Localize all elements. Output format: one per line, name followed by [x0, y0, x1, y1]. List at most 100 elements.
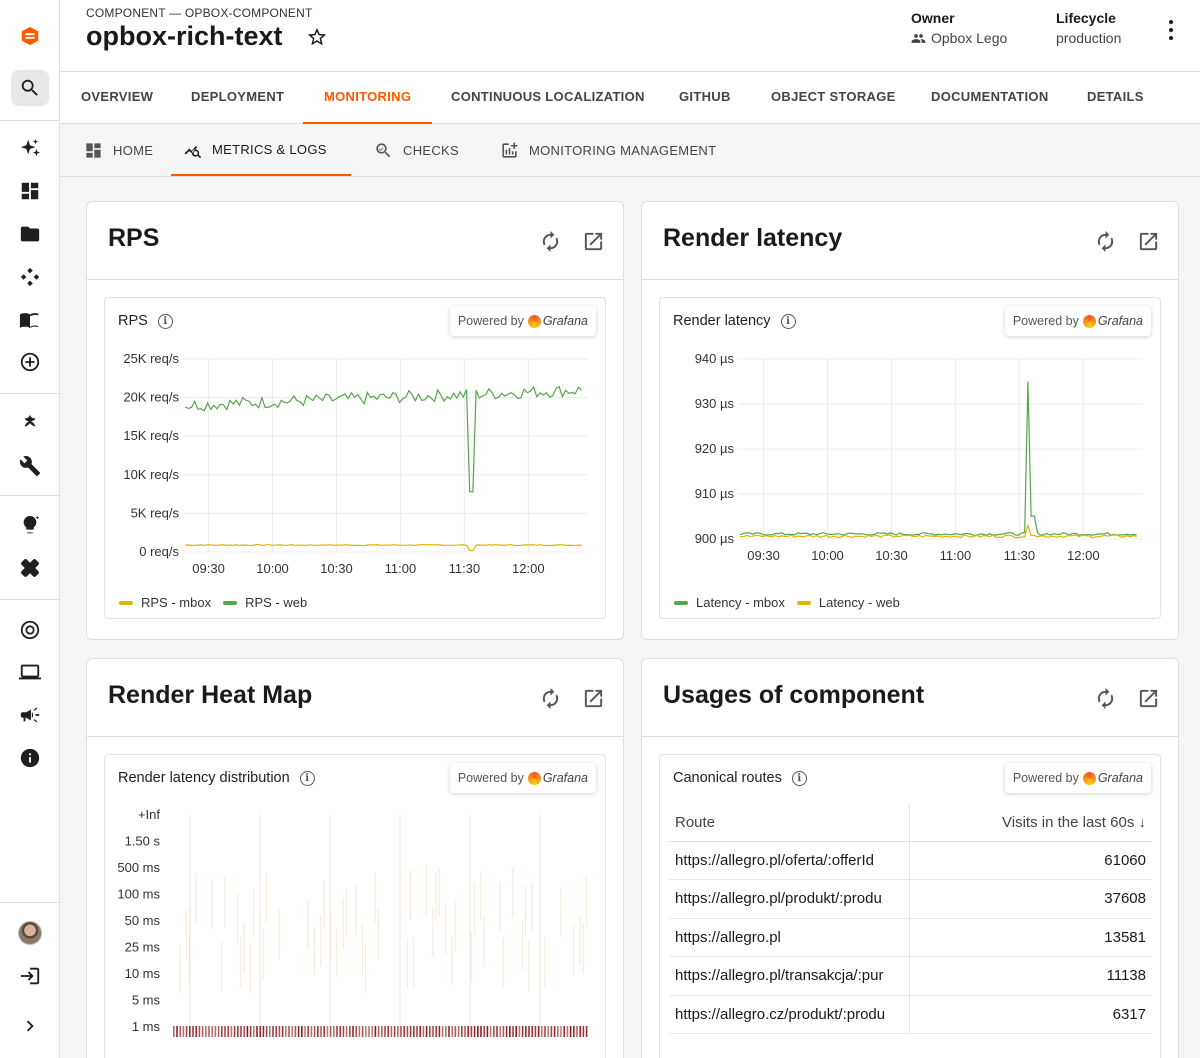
route-column-header[interactable]: Route	[669, 805, 910, 842]
heat-cell	[262, 929, 264, 980]
refresh-icon[interactable]	[1094, 687, 1117, 710]
heat-cell	[358, 1026, 361, 1037]
graph-nodes-icon[interactable]	[0, 259, 60, 295]
subtab-home[interactable]: HOME	[72, 124, 165, 176]
lightbulb-icon[interactable]	[0, 507, 60, 543]
info-icon[interactable]: i	[780, 313, 796, 329]
sign-in-icon[interactable]	[0, 958, 60, 994]
tab-details[interactable]: DETAILS	[1087, 89, 1144, 104]
at-target-icon[interactable]	[0, 612, 60, 648]
subtab-monitoring-management[interactable]: MONITORING MANAGEMENT	[488, 124, 728, 176]
table-row: https://allegro.pl/produkt/:produ 37608	[669, 879, 1152, 919]
heat-cell	[272, 1026, 274, 1037]
tab-continuous-localization[interactable]: CONTINUOUS LOCALIZATION	[451, 89, 645, 104]
heat-cell	[422, 1026, 425, 1037]
tab-github[interactable]: GITHUB	[679, 89, 731, 104]
avatar[interactable]	[0, 915, 60, 951]
heat-cell	[208, 1026, 210, 1037]
x-tick-label: 11:30	[1004, 548, 1036, 563]
heat-cell	[585, 875, 587, 926]
refresh-icon[interactable]	[539, 687, 562, 710]
dashboard-icon[interactable]	[0, 173, 60, 209]
owner-link[interactable]: Opbox Lego	[911, 30, 1007, 46]
tab-object-storage[interactable]: OBJECT STORAGE	[771, 89, 896, 104]
heat-cell	[454, 1026, 457, 1037]
powered-by-grafana[interactable]: Powered by Grafana	[449, 763, 596, 793]
heat-cell	[541, 1026, 543, 1037]
tab-monitoring[interactable]: MONITORING	[303, 72, 433, 124]
powered-by-grafana[interactable]: Powered by Grafana	[449, 306, 596, 336]
refresh-icon[interactable]	[539, 230, 562, 253]
page-title: opbox-rich-text	[86, 21, 283, 51]
y-tick-label: 20K req/s	[123, 390, 179, 405]
sparkle-icon[interactable]	[0, 130, 60, 166]
legend-item[interactable]: Latency - mbox	[674, 595, 785, 610]
heat-cell	[409, 869, 411, 920]
heat-cell	[221, 941, 223, 992]
heat-cell	[560, 886, 562, 937]
add-circle-icon[interactable]	[0, 344, 60, 380]
heat-cell	[368, 1026, 370, 1037]
heat-cell	[323, 879, 325, 930]
open-external-icon[interactable]	[1137, 687, 1160, 710]
visits-cell: 11138	[909, 956, 1152, 996]
visits-column-header[interactable]: Visits in the last 60s ↓	[909, 805, 1152, 842]
heat-cell	[496, 1026, 498, 1037]
open-external-icon[interactable]	[1137, 230, 1160, 253]
powered-by-grafana[interactable]: Powered by Grafana	[1004, 763, 1151, 793]
heat-cell	[313, 1026, 316, 1037]
heat-cell	[342, 1026, 345, 1037]
heat-cell	[502, 1026, 505, 1037]
sub-tabs: HOME METRICS & LOGS CHECKS MONITORING MA…	[60, 124, 1200, 177]
app-logo-icon[interactable]	[0, 18, 60, 54]
heat-cell	[278, 909, 280, 960]
folder-icon[interactable]	[0, 216, 60, 252]
more-menu-icon[interactable]	[1166, 20, 1176, 40]
info-icon[interactable]: i	[157, 313, 173, 329]
book-icon[interactable]	[0, 302, 60, 338]
search-icon[interactable]	[11, 70, 49, 106]
megaphone-icon[interactable]	[0, 697, 60, 733]
x-tick-label: 10:00	[256, 561, 289, 576]
heat-cell	[553, 1026, 556, 1037]
chevron-right-icon[interactable]	[0, 1008, 60, 1044]
rps-panel: RPS i Powered by Grafana 0 req/s 5K req/s 10…	[104, 297, 606, 619]
y-tick-label: 0 req/s	[139, 544, 179, 559]
tab-deployment[interactable]: DEPLOYMENT	[191, 89, 285, 104]
phoenix-icon[interactable]	[0, 405, 60, 441]
subtab-checks[interactable]: CHECKS	[362, 124, 471, 176]
heat-cell	[473, 883, 475, 934]
heat-cell	[265, 872, 267, 923]
heat-cell	[185, 909, 187, 960]
legend-item[interactable]: RPS - mbox	[119, 595, 211, 610]
tab-documentation[interactable]: DOCUMENTATION	[931, 89, 1049, 104]
wrench-icon[interactable]	[0, 448, 60, 484]
visits-cell: 6317	[909, 995, 1152, 1034]
powered-by-grafana[interactable]: Powered by Grafana	[1004, 306, 1151, 336]
series-line-rps-mbox	[185, 543, 582, 552]
laptop-icon[interactable]	[0, 654, 60, 690]
grafana-brand: Grafana	[542, 771, 588, 785]
open-external-icon[interactable]	[582, 687, 605, 710]
heat-cell	[435, 1026, 437, 1037]
legend-item[interactable]: Latency - web	[796, 595, 900, 610]
heat-cell	[582, 923, 584, 974]
subtab-metrics-logs[interactable]: METRICS & LOGS	[171, 124, 351, 176]
info-icon[interactable]: i	[299, 770, 315, 786]
heat-cell	[425, 865, 427, 916]
info-icon[interactable]	[0, 740, 60, 776]
heat-cell	[525, 1026, 527, 1037]
heat-cell	[275, 1026, 277, 1037]
latency-chart: 900 µs 910 µs 920 µs 930 µs 940 µs 09:30 10:00…	[695, 351, 1143, 563]
heat-cell	[371, 1026, 373, 1037]
open-external-icon[interactable]	[582, 230, 605, 253]
legend-label: RPS - web	[245, 595, 308, 610]
tab-overview[interactable]: OVERVIEW	[81, 89, 154, 104]
bandage-icon[interactable]	[0, 550, 60, 586]
star-icon[interactable]	[306, 26, 328, 48]
info-icon[interactable]: i	[791, 770, 807, 786]
legend-label: RPS - mbox	[141, 595, 212, 610]
legend-item[interactable]: RPS - web	[223, 595, 307, 610]
refresh-icon[interactable]	[1094, 230, 1117, 253]
heat-cell	[393, 1026, 396, 1037]
